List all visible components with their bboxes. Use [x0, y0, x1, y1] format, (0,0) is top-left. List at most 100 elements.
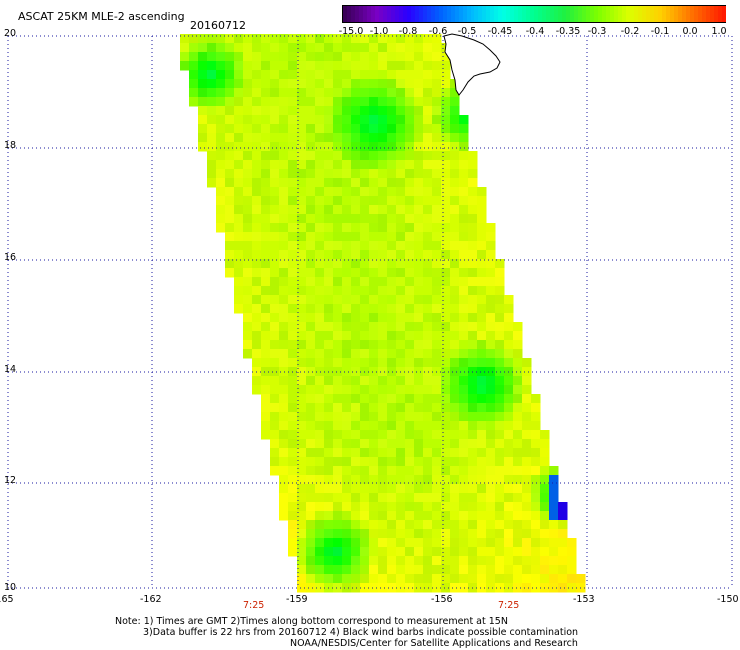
- swath-cell: [342, 160, 352, 170]
- swath-cell: [288, 295, 298, 305]
- swath-cell: [477, 232, 487, 242]
- swath-cell: [477, 520, 487, 530]
- swath-cell: [306, 394, 316, 404]
- swath-cell: [441, 313, 451, 323]
- swath-cell: [522, 520, 532, 530]
- swath-cell: [513, 583, 523, 593]
- swath-cell: [234, 295, 244, 305]
- swath-cell: [396, 448, 406, 458]
- swath-cell: [306, 484, 316, 494]
- swath-cell: [252, 34, 262, 44]
- swath-cell: [243, 52, 253, 62]
- swath-cell: [342, 367, 352, 377]
- swath-cell: [378, 322, 388, 332]
- swath-cell: [297, 214, 307, 224]
- swath-cell: [270, 259, 280, 269]
- swath-cell: [405, 538, 415, 548]
- swath-cell: [396, 466, 406, 476]
- colorbar-segment: [494, 6, 499, 22]
- swath-cell: [360, 457, 370, 467]
- swath-cell: [360, 61, 370, 71]
- swath-cell: [342, 583, 352, 593]
- swath-cell: [360, 250, 370, 260]
- swath-cell: [315, 115, 325, 125]
- swath-cell: [252, 277, 262, 287]
- swath-cell: [423, 484, 433, 494]
- swath-cell: [369, 214, 379, 224]
- swath-cell: [369, 448, 379, 458]
- swath-cell: [405, 520, 415, 530]
- swath-cell: [396, 241, 406, 251]
- swath-cell: [324, 169, 334, 179]
- swath-cell: [261, 178, 271, 188]
- swath-cell: [342, 376, 352, 386]
- swath-cell: [315, 547, 325, 557]
- swath-cell: [423, 565, 433, 575]
- swath-cell: [468, 376, 478, 386]
- swath-cell: [234, 304, 244, 314]
- swath-cell: [324, 250, 334, 260]
- swath-cell: [432, 457, 442, 467]
- swath-cell: [378, 196, 388, 206]
- swath-cell: [540, 556, 550, 566]
- swath-cell: [315, 475, 325, 485]
- swath-cell: [297, 448, 307, 458]
- swath-cell: [522, 484, 532, 494]
- swath-cell: [189, 34, 199, 44]
- swath-cell: [369, 421, 379, 431]
- swath-cell: [369, 88, 379, 98]
- swath-cell: [180, 61, 190, 71]
- swath-cell: [450, 556, 460, 566]
- swath-cell: [459, 538, 469, 548]
- swath-cell: [243, 241, 253, 251]
- swath-cell: [306, 448, 316, 458]
- swath-cell: [468, 556, 478, 566]
- swath-cell: [441, 448, 451, 458]
- swath-cell: [351, 421, 361, 431]
- swath-cell: [414, 367, 424, 377]
- swath-cell: [306, 106, 316, 116]
- swath-cell: [315, 367, 325, 377]
- swath-cell: [378, 349, 388, 359]
- swath-cell: [279, 403, 289, 413]
- swath-cell: [261, 97, 271, 107]
- swath-cell: [369, 556, 379, 566]
- swath-cell: [459, 124, 469, 134]
- swath-cell: [459, 214, 469, 224]
- swath-cell: [306, 439, 316, 449]
- swath-cell: [405, 313, 415, 323]
- swath-cell: [522, 457, 532, 467]
- colorbar-segment: [697, 6, 702, 22]
- swath-cell: [315, 160, 325, 170]
- swath-cell: [423, 547, 433, 557]
- swath-cell: [504, 385, 514, 395]
- swath-cell: [351, 583, 361, 593]
- swath-cell: [324, 448, 334, 458]
- swath-cell: [387, 295, 397, 305]
- swath-cell: [297, 205, 307, 215]
- swath-cell: [468, 313, 478, 323]
- swath-cell: [333, 277, 343, 287]
- swath-cell: [513, 457, 523, 467]
- swath-cell: [261, 403, 271, 413]
- swath-cell: [414, 79, 424, 89]
- swath-cell: [387, 304, 397, 314]
- swath-cell: [378, 556, 388, 566]
- swath-cell: [243, 313, 253, 323]
- swath-cell: [207, 106, 217, 116]
- swath-cell: [414, 70, 424, 80]
- swath-cell: [324, 187, 334, 197]
- swath-cell: [306, 52, 316, 62]
- swath-cell: [441, 187, 451, 197]
- swath-cell: [486, 250, 496, 260]
- swath-cell: [387, 430, 397, 440]
- swath-cell: [279, 385, 289, 395]
- swath-cell: [405, 232, 415, 242]
- swath-cell: [342, 430, 352, 440]
- swath-cell: [270, 151, 280, 161]
- swath-cell: [531, 457, 541, 467]
- swath-cell: [369, 304, 379, 314]
- swath-cell: [252, 88, 262, 98]
- swath-cell: [351, 403, 361, 413]
- swath-cell: [504, 565, 514, 575]
